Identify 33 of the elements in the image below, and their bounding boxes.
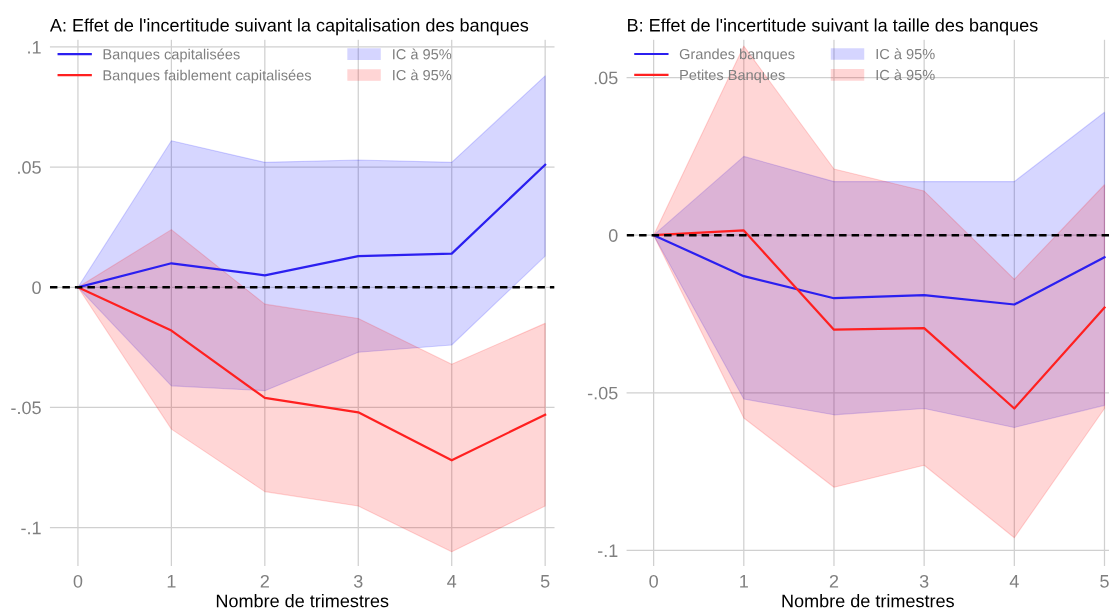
chart-title: A: Effet de l'incertitude suivant la capitalisation des banques [49,18,529,36]
y-tick-label: .05 [18,161,41,174]
y-tick-label: -.1 [21,521,41,535]
legend-label: Banques faiblement capitalisées [103,69,312,84]
chart-title: B: Effet de l'incertitude suivant la taille des banques [628,18,1038,36]
x-tick-label: 0 [649,574,658,588]
x-tick-label: 4 [1009,575,1019,588]
x-axis-title: Nombre de trimestres [216,594,389,608]
x-tick-label: 0 [73,574,83,588]
y-tick-label: 0 [608,229,618,242]
x-tick-label: 3 [353,574,363,588]
legend-label: IC à 95% [876,48,935,60]
x-tick-label: 3 [919,574,929,588]
y-tick-label: -.05 [11,401,41,415]
y-tick-label: 0 [32,281,41,295]
x-tick-label: 1 [740,575,748,588]
y-tick-label: .05 [594,71,618,85]
x-tick-label: 4 [447,575,457,588]
line-series [652,234,1106,306]
legend-label: IC à 95% [393,69,452,81]
legend-label: IC à 95% [393,48,452,60]
x-tick-label: 5 [540,575,550,588]
x-tick-label: 5 [1100,575,1109,588]
legend-label: Petites Banques [680,69,785,84]
legend-label: IC à 95% [876,69,935,81]
y-tick-label: -.05 [587,386,618,400]
legend-label: Banques capitalisées [103,48,240,63]
x-axis-title: Nombre de trimestres [782,594,954,608]
x-tick-label: 1 [167,575,176,588]
x-tick-label: 2 [260,574,269,588]
y-tick-label: -.1 [597,544,618,557]
y-tick-label: .1 [28,41,41,54]
x-tick-label: 2 [829,574,839,588]
